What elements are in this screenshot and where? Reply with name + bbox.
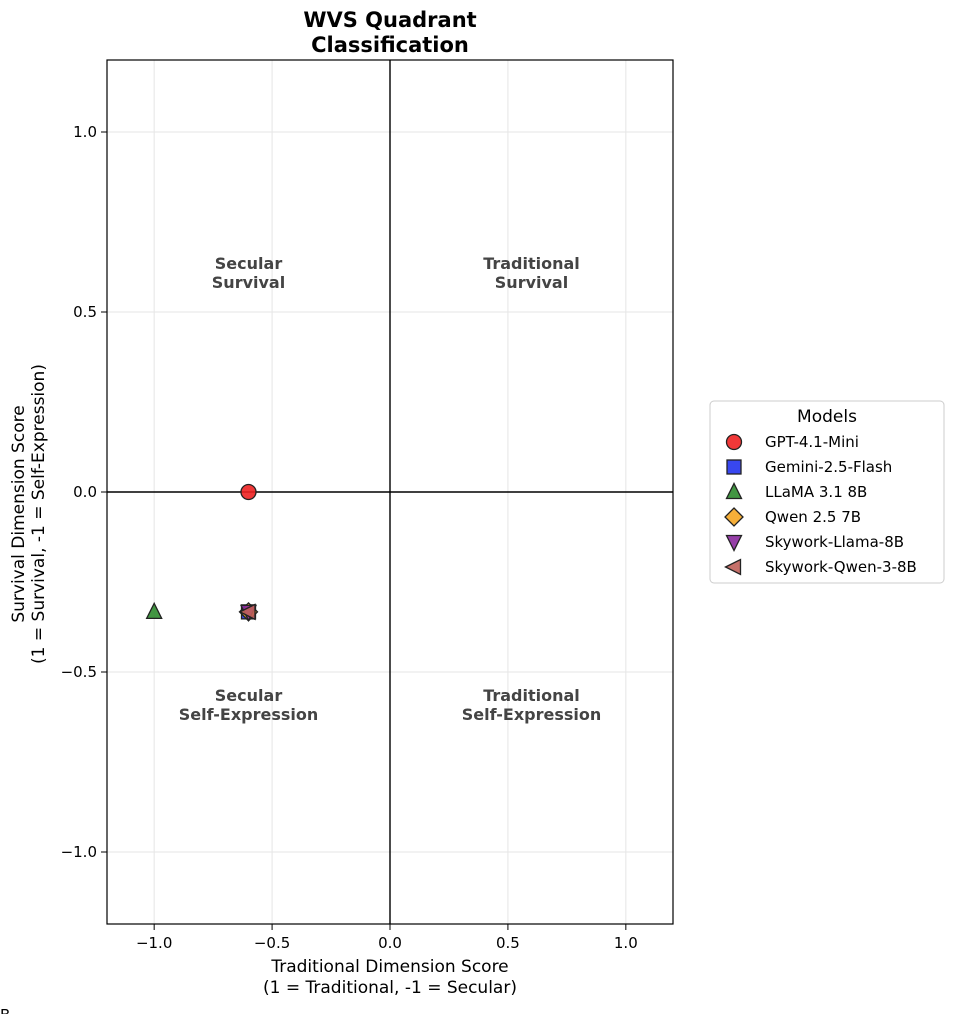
y-tick-label: 0.0 bbox=[73, 483, 97, 501]
y-tick-label: −1.0 bbox=[61, 843, 97, 861]
quadrant-label: Traditional Self-Expression bbox=[462, 686, 602, 724]
corner-mark: B bbox=[0, 1006, 10, 1014]
y-tick-label: −0.5 bbox=[61, 663, 97, 681]
legend-box bbox=[709, 400, 945, 584]
x-tick-label: 0.0 bbox=[378, 934, 402, 952]
quadrant-label: Secular Survival bbox=[212, 254, 285, 292]
legend-label: Skywork-Qwen-3-8B bbox=[765, 558, 917, 576]
data-point-llama-3-1-8b bbox=[145, 601, 163, 620]
legend-marker-llama-3-1-8b bbox=[725, 482, 743, 500]
y-axis-label: Survival Dimension Score (1 = Survival, … bbox=[9, 364, 49, 664]
chart-title-line2: Classification bbox=[311, 33, 469, 57]
legend-label: LLaMA 3.1 8B bbox=[765, 483, 867, 501]
legend-title: Models bbox=[797, 407, 857, 427]
legend-marker-skywork-qwen-3-8b bbox=[724, 558, 742, 576]
data-point-gpt-4-1-mini bbox=[240, 483, 257, 501]
reference-lines bbox=[107, 60, 673, 924]
y-tick-label: 1.0 bbox=[73, 123, 97, 141]
y-tick-label: 0.5 bbox=[73, 303, 97, 321]
quadrant-labels: Secular Survival Traditional Survival Secula… bbox=[179, 254, 602, 724]
x-tick-label: −1.0 bbox=[136, 934, 172, 952]
data-points bbox=[145, 483, 259, 622]
chart-title-line1: WVS Quadrant bbox=[303, 8, 476, 32]
x-tick-label: 1.0 bbox=[614, 934, 638, 952]
x-axis-ticks: −1.0 −0.5 0.0 0.5 1.0 bbox=[136, 924, 638, 952]
x-axis-label-line2: (1 = Traditional, -1 = Secular) bbox=[263, 978, 517, 998]
legend-label: Gemini-2.5-Flash bbox=[765, 458, 892, 476]
legend-label: Skywork-Llama-8B bbox=[765, 533, 904, 551]
legend-marker-qwen-2-5-7b bbox=[724, 507, 744, 527]
legend-label: GPT-4.1-Mini bbox=[765, 433, 859, 451]
y-axis-label-line2: (1 = Survival, -1 = Self-Expression) bbox=[29, 364, 49, 664]
data-point-skywork-qwen-3-8b bbox=[238, 603, 256, 621]
y-axis-ticks: −1.0 −0.5 0.0 0.5 1.0 bbox=[61, 123, 107, 861]
legend: Models GPT-4.1-Mini Gemini-2.5-Flash LLaMA… bbox=[709, 400, 945, 584]
y-axis-label-line1: Survival Dimension Score bbox=[9, 405, 29, 622]
legend-marker-gemini-2-5-flash bbox=[726, 459, 742, 475]
quadrant-label: Secular Self-Expression bbox=[179, 686, 319, 724]
legend-marker-skywork-llama-8b bbox=[725, 534, 743, 552]
x-axis-label-line1: Traditional Dimension Score bbox=[270, 957, 508, 977]
x-tick-label: −0.5 bbox=[254, 934, 290, 952]
legend-marker-gpt-4-1-mini bbox=[725, 433, 743, 451]
x-tick-label: 0.5 bbox=[496, 934, 520, 952]
quadrant-label: Traditional Survival bbox=[483, 254, 580, 292]
legend-label: Qwen 2.5 7B bbox=[765, 508, 861, 526]
